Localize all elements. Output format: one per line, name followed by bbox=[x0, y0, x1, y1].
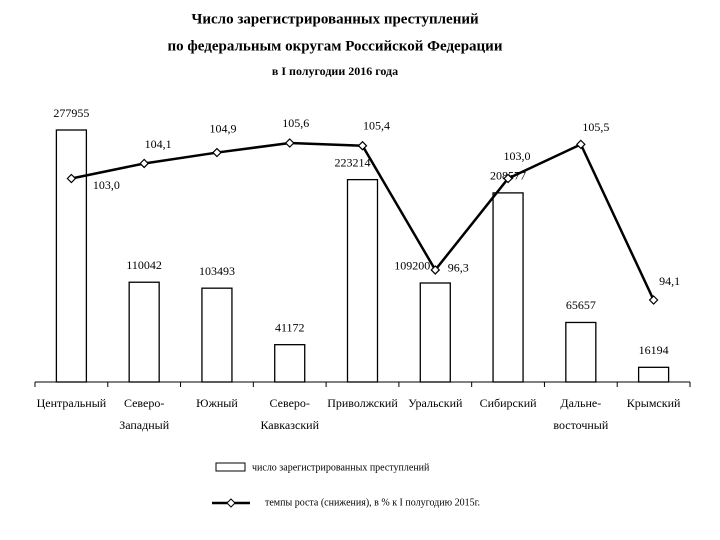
bar-label: 277955 bbox=[53, 106, 89, 120]
x-tick-label: Центральный bbox=[37, 396, 107, 410]
legend-label: темпы роста (снижения), в % к I полугоди… bbox=[265, 497, 480, 508]
marker bbox=[575, 139, 586, 150]
bar-label: 110042 bbox=[126, 258, 162, 272]
bar-label: 223214 bbox=[335, 155, 371, 169]
bar bbox=[565, 321, 597, 383]
x-tick-label: Сибирский bbox=[480, 396, 538, 410]
chart-title: по федеральным округам Российской Федера… bbox=[168, 38, 503, 54]
legend-marker bbox=[226, 498, 236, 508]
line-label: 103,0 bbox=[93, 178, 120, 192]
x-tick-label: Уральский bbox=[408, 396, 463, 410]
line-label: 104,1 bbox=[145, 137, 172, 151]
marker bbox=[648, 295, 659, 305]
marker bbox=[66, 173, 77, 184]
line-label: 103,0 bbox=[504, 149, 531, 163]
legend-swatch bbox=[215, 462, 246, 472]
x-tick-label: Южный bbox=[196, 396, 238, 410]
bar-label: 41172 bbox=[275, 320, 305, 334]
marker bbox=[212, 147, 222, 158]
x-tick-label: Дальне- bbox=[560, 396, 601, 410]
x-tick-label: Северо- bbox=[124, 396, 164, 410]
x-tick-label: восточный bbox=[553, 418, 609, 432]
bar bbox=[419, 282, 451, 383]
chart-title: Число зарегистрированных преступлений bbox=[191, 11, 479, 27]
line-label: 96,3 bbox=[448, 261, 469, 275]
bar bbox=[128, 281, 160, 383]
legend-label: число зарегистрированных преступлений bbox=[252, 462, 430, 473]
x-tick-label: Северо- bbox=[270, 396, 310, 410]
x-tick-label: Крымский bbox=[627, 396, 681, 410]
marker bbox=[503, 173, 513, 184]
line-label: 104,9 bbox=[209, 121, 236, 135]
line-label: 105,6 bbox=[282, 116, 309, 130]
bar-label: 103493 bbox=[199, 264, 235, 278]
bar bbox=[274, 344, 306, 383]
x-tick-label: Приволжский bbox=[327, 396, 398, 410]
bar bbox=[346, 178, 379, 383]
line-label: 105,4 bbox=[363, 118, 390, 132]
line-label: 105,5 bbox=[582, 120, 609, 134]
bar-label: 16194 bbox=[639, 343, 669, 357]
marker bbox=[357, 140, 368, 151]
marker bbox=[284, 138, 295, 148]
marker bbox=[139, 158, 150, 169]
x-tick-label: Западный bbox=[119, 418, 170, 432]
bar bbox=[55, 129, 88, 383]
bar bbox=[201, 287, 233, 383]
bar-label: 65657 bbox=[566, 298, 596, 312]
bar bbox=[492, 192, 524, 383]
bar bbox=[637, 366, 670, 383]
chart-title: в I полугодии 2016 года bbox=[272, 64, 398, 78]
marker bbox=[430, 265, 441, 275]
x-tick-label: Кавказский bbox=[260, 418, 319, 432]
bar-label: 109200 bbox=[394, 259, 430, 273]
line-label: 94,1 bbox=[659, 274, 680, 288]
